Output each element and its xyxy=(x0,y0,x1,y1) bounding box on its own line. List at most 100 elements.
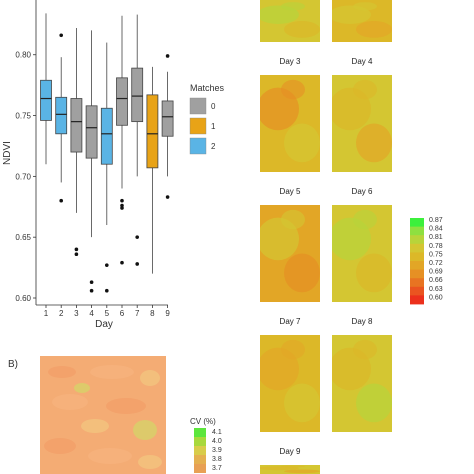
box-iqr xyxy=(161,100,174,137)
map-patch xyxy=(281,79,305,100)
panel-b-label: B) xyxy=(8,359,18,370)
cv-colorbar-tick: 3.8 xyxy=(212,456,222,463)
map-field xyxy=(260,2,320,38)
map-field xyxy=(332,79,392,163)
x-tick-label: 4 xyxy=(89,309,94,318)
map-patch xyxy=(356,21,392,38)
map-field xyxy=(260,465,320,474)
map-patch xyxy=(284,469,320,474)
outlier-point xyxy=(165,195,170,199)
y-tick-label: 0.70 xyxy=(15,172,31,181)
map-patch xyxy=(353,209,377,230)
ndvi-map-day-9: Day 9 xyxy=(260,447,320,474)
x-ticks: 1 2 3 4 5 6 7 8 9 xyxy=(44,305,170,318)
map-patch xyxy=(356,383,392,423)
map-patch xyxy=(281,209,305,230)
map-patch xyxy=(284,383,320,423)
ndvi-map-grid: Day 3 Day 4 Day 5 Day 6 Day 7 Day 8 Day 9 xyxy=(260,0,392,474)
legend-label: 2 xyxy=(211,142,216,151)
ndvi-map-day-3: Day 3 xyxy=(260,57,320,172)
map-title: Day 4 xyxy=(352,57,373,66)
box-iqr xyxy=(40,79,52,121)
ndvi-map-day-4: Day 4 xyxy=(332,57,392,172)
box-day-1 xyxy=(40,13,52,165)
ndvi-colorbar-tick: 0.60 xyxy=(429,294,443,301)
cv-colorbar-tick: 4.0 xyxy=(212,438,222,445)
map-title: Day 9 xyxy=(280,447,301,456)
cv-field-patch xyxy=(48,366,76,378)
outlier-point xyxy=(120,260,124,265)
cv-colorbar-step xyxy=(194,455,206,464)
map-patch xyxy=(281,339,305,360)
outlier-point xyxy=(135,235,139,239)
ndvi-map-day-8: Day 8 xyxy=(332,317,392,432)
box-day-4 xyxy=(85,30,98,293)
y-tick-label: 0.80 xyxy=(15,51,31,60)
ndvi-colorbar-tick: 0.87 xyxy=(429,217,443,224)
legend-label: 0 xyxy=(211,102,216,111)
map-title: Day 3 xyxy=(280,57,301,66)
box-iqr xyxy=(70,98,83,153)
ndvi-colorbar-step xyxy=(410,295,424,305)
x-tick-label: 9 xyxy=(165,309,170,318)
map-title: Day 6 xyxy=(352,187,373,196)
ndvi-colorbar: 0.87 0.840.81 0.780.75 0.72 0.690.66 0.630.60 xyxy=(410,217,443,305)
map-field xyxy=(260,209,320,293)
legend-swatch xyxy=(189,97,207,115)
outlier-point xyxy=(59,33,63,38)
y-tick-label: 0.75 xyxy=(15,112,31,121)
cv-colorbar-tick: 3.9 xyxy=(212,447,222,454)
cv-field-patch xyxy=(44,438,76,454)
cv-colorbar-tick: 3.7 xyxy=(212,465,222,472)
x-tick-label: 6 xyxy=(120,309,125,318)
cv-colorbar-step xyxy=(194,428,206,437)
x-tick-label: 3 xyxy=(74,309,79,318)
x-tick-label: 5 xyxy=(105,309,110,318)
legend: Matches 0 1 2 xyxy=(189,83,225,155)
ndvi-map-partial xyxy=(260,0,320,42)
cv-field-patch xyxy=(140,370,160,386)
cv-colorbar-title: CV (%) xyxy=(190,417,216,426)
outlier-point xyxy=(89,288,94,293)
box-day-9 xyxy=(161,54,174,199)
x-tick-label: 8 xyxy=(150,309,155,318)
map-field xyxy=(332,209,392,293)
map-field xyxy=(260,79,320,163)
map-patch xyxy=(284,21,320,38)
map-field xyxy=(332,339,392,423)
outlier-point xyxy=(105,263,109,267)
map-patch xyxy=(281,2,305,11)
legend-title: Matches xyxy=(190,83,225,93)
ndvi-colorbar-tick: 0.63 xyxy=(429,286,443,293)
legend-swatch xyxy=(189,137,207,155)
ndvi-map-day-6: Day 6 xyxy=(332,187,392,302)
map-patch xyxy=(353,79,377,100)
outlier-point xyxy=(105,288,109,293)
ndvi-colorbar-step xyxy=(410,235,424,245)
ndvi-colorbar-step xyxy=(410,278,424,288)
ndvi-colorbar-tick: 0.69 xyxy=(429,269,443,276)
cv-heatmap-field xyxy=(44,365,162,469)
map-patch xyxy=(353,339,377,360)
cv-field-patch xyxy=(133,420,157,440)
ndvi-colorbar-tick: 0.66 xyxy=(429,277,443,284)
cv-field-patch xyxy=(90,365,134,379)
cv-field-patch xyxy=(81,419,109,433)
outlier-point xyxy=(89,280,94,284)
x-tick-label: 2 xyxy=(59,309,64,318)
box-day-7 xyxy=(131,14,144,266)
cv-colorbar-tick: 4.1 xyxy=(212,429,222,436)
legend-label: 1 xyxy=(211,122,216,131)
ndvi-colorbar-step xyxy=(410,269,424,279)
box-day-2 xyxy=(55,33,68,203)
cv-field-patch xyxy=(106,398,146,414)
box-iqr xyxy=(146,94,159,169)
y-tick-label: 0.60 xyxy=(15,294,31,303)
box-day-6 xyxy=(116,15,128,265)
y-ticks: 0.60 0.65 0.70 0.75 0.80 xyxy=(15,51,36,303)
x-tick-label: 1 xyxy=(44,309,49,318)
box-iqr xyxy=(55,96,68,135)
cv-colorbar-step xyxy=(194,446,206,455)
map-title: Day 7 xyxy=(280,317,301,326)
